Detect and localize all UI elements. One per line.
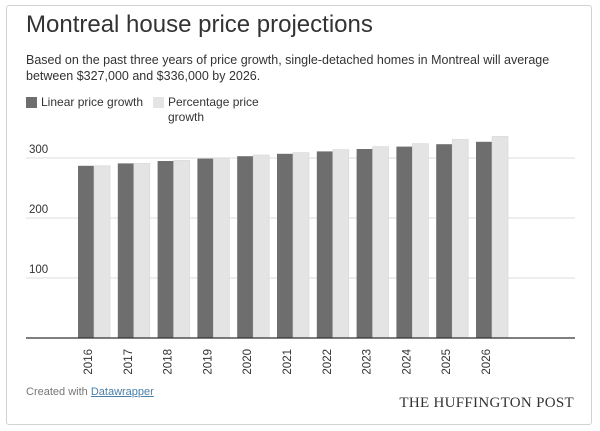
bar-linear-2018 xyxy=(157,161,174,338)
bar-linear-2026 xyxy=(476,141,492,338)
chart-frame xyxy=(6,5,592,425)
bar-percentage-2019 xyxy=(213,157,230,339)
legend-swatch-linear xyxy=(26,97,37,108)
y-tick-label-100: 100 xyxy=(29,264,48,276)
chart-title: Montreal house price projections xyxy=(26,11,373,38)
bar-percentage-2024 xyxy=(412,143,429,339)
x-tick-label-2022: 2022 xyxy=(322,349,334,375)
legend-label-percentage: Percentage price growth xyxy=(168,95,259,124)
bar-linear-2019 xyxy=(197,158,214,338)
bar-linear-2024 xyxy=(396,146,413,338)
bar-percentage-2023 xyxy=(372,146,389,339)
bar-linear-2020 xyxy=(237,156,254,338)
bar-linear-2021 xyxy=(277,153,293,338)
bar-percentage-2025 xyxy=(451,139,469,339)
x-tick-label-2020: 2020 xyxy=(242,349,254,375)
y-tick-label-200: 200 xyxy=(29,204,48,216)
x-tick-label-2016: 2016 xyxy=(83,349,95,375)
bar-percentage-2026 xyxy=(491,136,509,339)
bar-linear-2016 xyxy=(78,165,94,338)
x-tick-label-2026: 2026 xyxy=(481,349,493,375)
bar-percentage-2016 xyxy=(93,165,111,339)
bar-percentage-2018 xyxy=(173,160,190,339)
x-tick-label-2025: 2025 xyxy=(441,349,453,375)
x-tick-label-2019: 2019 xyxy=(202,349,214,375)
x-tick-label-2024: 2024 xyxy=(401,348,413,374)
bar-linear-2023 xyxy=(356,149,373,338)
x-tick-label-2023: 2023 xyxy=(362,349,374,375)
y-tick-label-300: 300 xyxy=(29,144,48,156)
bar-linear-2022 xyxy=(316,151,333,338)
chart-subtitle: Based on the past three years of price g… xyxy=(26,53,550,83)
bar-percentage-2021 xyxy=(292,152,310,339)
bar-linear-2017 xyxy=(117,163,134,338)
footer-created-with: Created with xyxy=(26,386,88,398)
bar-linear-2025 xyxy=(436,144,453,338)
bar-percentage-2020 xyxy=(252,154,270,339)
bar-percentage-2017 xyxy=(133,163,151,339)
legend-label-linear: Linear price growth xyxy=(41,95,144,109)
legend-swatch-percentage xyxy=(153,97,164,108)
bar-percentage-2022 xyxy=(332,149,350,339)
huffington-post-logo: THE HUFFINGTON POST xyxy=(399,395,574,411)
x-tick-label-2021: 2021 xyxy=(282,349,294,375)
footer-credit: Created with Datawrapper xyxy=(26,386,154,398)
datawrapper-link[interactable]: Datawrapper xyxy=(90,386,154,398)
x-tick-label-2018: 2018 xyxy=(163,349,175,375)
x-tick-label-2017: 2017 xyxy=(123,349,135,375)
